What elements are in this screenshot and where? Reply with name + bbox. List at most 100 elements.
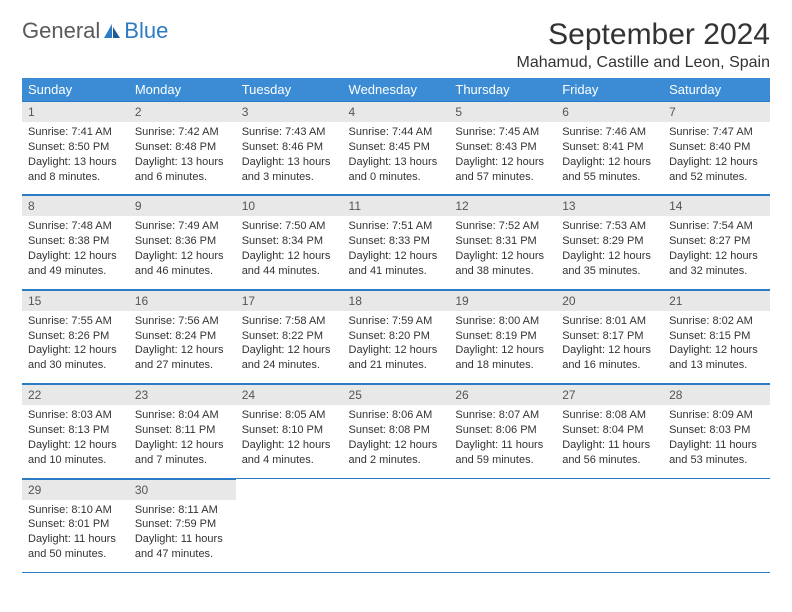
calendar-cell: .. bbox=[449, 478, 556, 572]
day-info: Sunrise: 7:55 AMSunset: 8:26 PMDaylight:… bbox=[22, 311, 129, 383]
calendar-row: 22Sunrise: 8:03 AMSunset: 8:13 PMDayligh… bbox=[22, 384, 770, 478]
calendar-cell: 10Sunrise: 7:50 AMSunset: 8:34 PMDayligh… bbox=[236, 195, 343, 289]
day-info: Sunrise: 7:53 AMSunset: 8:29 PMDaylight:… bbox=[556, 216, 663, 288]
day-number: 27 bbox=[556, 384, 663, 405]
calendar-cell: 20Sunrise: 8:01 AMSunset: 8:17 PMDayligh… bbox=[556, 289, 663, 383]
calendar-cell: .. bbox=[236, 478, 343, 572]
day-number: 18 bbox=[343, 290, 450, 311]
day-number: 13 bbox=[556, 195, 663, 216]
day-number: 21 bbox=[663, 290, 770, 311]
day-info: Sunrise: 8:03 AMSunset: 8:13 PMDaylight:… bbox=[22, 405, 129, 477]
calendar-cell: 28Sunrise: 8:09 AMSunset: 8:03 PMDayligh… bbox=[663, 384, 770, 478]
header: General Blue September 2024 bbox=[22, 18, 770, 52]
day-number: 30 bbox=[129, 479, 236, 500]
day-number: 26 bbox=[449, 384, 556, 405]
day-info: Sunrise: 7:48 AMSunset: 8:38 PMDaylight:… bbox=[22, 216, 129, 288]
calendar-cell: 23Sunrise: 8:04 AMSunset: 8:11 PMDayligh… bbox=[129, 384, 236, 478]
calendar-table: Sunday Monday Tuesday Wednesday Thursday… bbox=[22, 78, 770, 573]
calendar-cell: 22Sunrise: 8:03 AMSunset: 8:13 PMDayligh… bbox=[22, 384, 129, 478]
day-number: 15 bbox=[22, 290, 129, 311]
calendar-cell: 15Sunrise: 7:55 AMSunset: 8:26 PMDayligh… bbox=[22, 289, 129, 383]
calendar-row: 1Sunrise: 7:41 AMSunset: 8:50 PMDaylight… bbox=[22, 101, 770, 195]
day-number: 29 bbox=[22, 479, 129, 500]
calendar-cell: 14Sunrise: 7:54 AMSunset: 8:27 PMDayligh… bbox=[663, 195, 770, 289]
calendar-cell: 19Sunrise: 8:00 AMSunset: 8:19 PMDayligh… bbox=[449, 289, 556, 383]
day-number: 6 bbox=[556, 101, 663, 122]
weekday-header: Tuesday bbox=[236, 78, 343, 101]
calendar-cell: 27Sunrise: 8:08 AMSunset: 8:04 PMDayligh… bbox=[556, 384, 663, 478]
weekday-header-row: Sunday Monday Tuesday Wednesday Thursday… bbox=[22, 78, 770, 101]
weekday-header: Sunday bbox=[22, 78, 129, 101]
calendar-cell: .. bbox=[343, 478, 450, 572]
location: Mahamud, Castille and Leon, Spain bbox=[22, 54, 770, 72]
calendar-cell: 29Sunrise: 8:10 AMSunset: 8:01 PMDayligh… bbox=[22, 478, 129, 572]
day-info: Sunrise: 8:10 AMSunset: 8:01 PMDaylight:… bbox=[22, 500, 129, 572]
day-number: 14 bbox=[663, 195, 770, 216]
day-number: 11 bbox=[343, 195, 450, 216]
logo-word1: General bbox=[22, 18, 100, 44]
day-info: Sunrise: 8:05 AMSunset: 8:10 PMDaylight:… bbox=[236, 405, 343, 477]
day-info: Sunrise: 7:43 AMSunset: 8:46 PMDaylight:… bbox=[236, 122, 343, 194]
calendar-cell: 11Sunrise: 7:51 AMSunset: 8:33 PMDayligh… bbox=[343, 195, 450, 289]
day-info: Sunrise: 7:46 AMSunset: 8:41 PMDaylight:… bbox=[556, 122, 663, 194]
day-info: Sunrise: 7:44 AMSunset: 8:45 PMDaylight:… bbox=[343, 122, 450, 194]
day-number: 3 bbox=[236, 101, 343, 122]
calendar-cell: 3Sunrise: 7:43 AMSunset: 8:46 PMDaylight… bbox=[236, 101, 343, 195]
day-info: Sunrise: 8:06 AMSunset: 8:08 PMDaylight:… bbox=[343, 405, 450, 477]
calendar-cell: 12Sunrise: 7:52 AMSunset: 8:31 PMDayligh… bbox=[449, 195, 556, 289]
day-number: 17 bbox=[236, 290, 343, 311]
weekday-header: Wednesday bbox=[343, 78, 450, 101]
day-number: 24 bbox=[236, 384, 343, 405]
calendar-body: 1Sunrise: 7:41 AMSunset: 8:50 PMDaylight… bbox=[22, 101, 770, 572]
day-info: Sunrise: 8:01 AMSunset: 8:17 PMDaylight:… bbox=[556, 311, 663, 383]
day-number: 1 bbox=[22, 101, 129, 122]
day-info: Sunrise: 7:54 AMSunset: 8:27 PMDaylight:… bbox=[663, 216, 770, 288]
day-number: 10 bbox=[236, 195, 343, 216]
calendar-cell: 2Sunrise: 7:42 AMSunset: 8:48 PMDaylight… bbox=[129, 101, 236, 195]
day-info: Sunrise: 7:49 AMSunset: 8:36 PMDaylight:… bbox=[129, 216, 236, 288]
day-info: Sunrise: 8:08 AMSunset: 8:04 PMDaylight:… bbox=[556, 405, 663, 477]
calendar-row: 15Sunrise: 7:55 AMSunset: 8:26 PMDayligh… bbox=[22, 289, 770, 383]
day-info: Sunrise: 7:58 AMSunset: 8:22 PMDaylight:… bbox=[236, 311, 343, 383]
day-number: 16 bbox=[129, 290, 236, 311]
day-number: 12 bbox=[449, 195, 556, 216]
day-number: 4 bbox=[343, 101, 450, 122]
day-info: Sunrise: 7:56 AMSunset: 8:24 PMDaylight:… bbox=[129, 311, 236, 383]
day-info: Sunrise: 8:04 AMSunset: 8:11 PMDaylight:… bbox=[129, 405, 236, 477]
day-number: 7 bbox=[663, 101, 770, 122]
weekday-header: Friday bbox=[556, 78, 663, 101]
calendar-cell: 4Sunrise: 7:44 AMSunset: 8:45 PMDaylight… bbox=[343, 101, 450, 195]
calendar-cell: 24Sunrise: 8:05 AMSunset: 8:10 PMDayligh… bbox=[236, 384, 343, 478]
weekday-header: Saturday bbox=[663, 78, 770, 101]
day-info: Sunrise: 7:47 AMSunset: 8:40 PMDaylight:… bbox=[663, 122, 770, 194]
calendar-cell: .. bbox=[556, 478, 663, 572]
day-number: 19 bbox=[449, 290, 556, 311]
weekday-header: Thursday bbox=[449, 78, 556, 101]
logo-word2: Blue bbox=[124, 18, 168, 44]
day-info: Sunrise: 7:52 AMSunset: 8:31 PMDaylight:… bbox=[449, 216, 556, 288]
day-info: Sunrise: 7:42 AMSunset: 8:48 PMDaylight:… bbox=[129, 122, 236, 194]
day-number: 22 bbox=[22, 384, 129, 405]
calendar-cell: 13Sunrise: 7:53 AMSunset: 8:29 PMDayligh… bbox=[556, 195, 663, 289]
calendar-cell: 7Sunrise: 7:47 AMSunset: 8:40 PMDaylight… bbox=[663, 101, 770, 195]
day-number: 5 bbox=[449, 101, 556, 122]
calendar-cell: 9Sunrise: 7:49 AMSunset: 8:36 PMDaylight… bbox=[129, 195, 236, 289]
calendar-cell: 5Sunrise: 7:45 AMSunset: 8:43 PMDaylight… bbox=[449, 101, 556, 195]
day-info: Sunrise: 7:45 AMSunset: 8:43 PMDaylight:… bbox=[449, 122, 556, 194]
day-info: Sunrise: 8:09 AMSunset: 8:03 PMDaylight:… bbox=[663, 405, 770, 477]
calendar-cell: 25Sunrise: 8:06 AMSunset: 8:08 PMDayligh… bbox=[343, 384, 450, 478]
calendar-cell: 30Sunrise: 8:11 AMSunset: 7:59 PMDayligh… bbox=[129, 478, 236, 572]
calendar-cell: 6Sunrise: 7:46 AMSunset: 8:41 PMDaylight… bbox=[556, 101, 663, 195]
day-info: Sunrise: 7:51 AMSunset: 8:33 PMDaylight:… bbox=[343, 216, 450, 288]
day-info: Sunrise: 8:11 AMSunset: 7:59 PMDaylight:… bbox=[129, 500, 236, 572]
calendar-row: 29Sunrise: 8:10 AMSunset: 8:01 PMDayligh… bbox=[22, 478, 770, 572]
calendar-cell: 1Sunrise: 7:41 AMSunset: 8:50 PMDaylight… bbox=[22, 101, 129, 195]
day-number: 8 bbox=[22, 195, 129, 216]
calendar-cell: 16Sunrise: 7:56 AMSunset: 8:24 PMDayligh… bbox=[129, 289, 236, 383]
calendar-cell: 17Sunrise: 7:58 AMSunset: 8:22 PMDayligh… bbox=[236, 289, 343, 383]
month-title: September 2024 bbox=[548, 18, 770, 52]
day-info: Sunrise: 8:02 AMSunset: 8:15 PMDaylight:… bbox=[663, 311, 770, 383]
calendar-cell: 18Sunrise: 7:59 AMSunset: 8:20 PMDayligh… bbox=[343, 289, 450, 383]
weekday-header: Monday bbox=[129, 78, 236, 101]
day-info: Sunrise: 7:41 AMSunset: 8:50 PMDaylight:… bbox=[22, 122, 129, 194]
